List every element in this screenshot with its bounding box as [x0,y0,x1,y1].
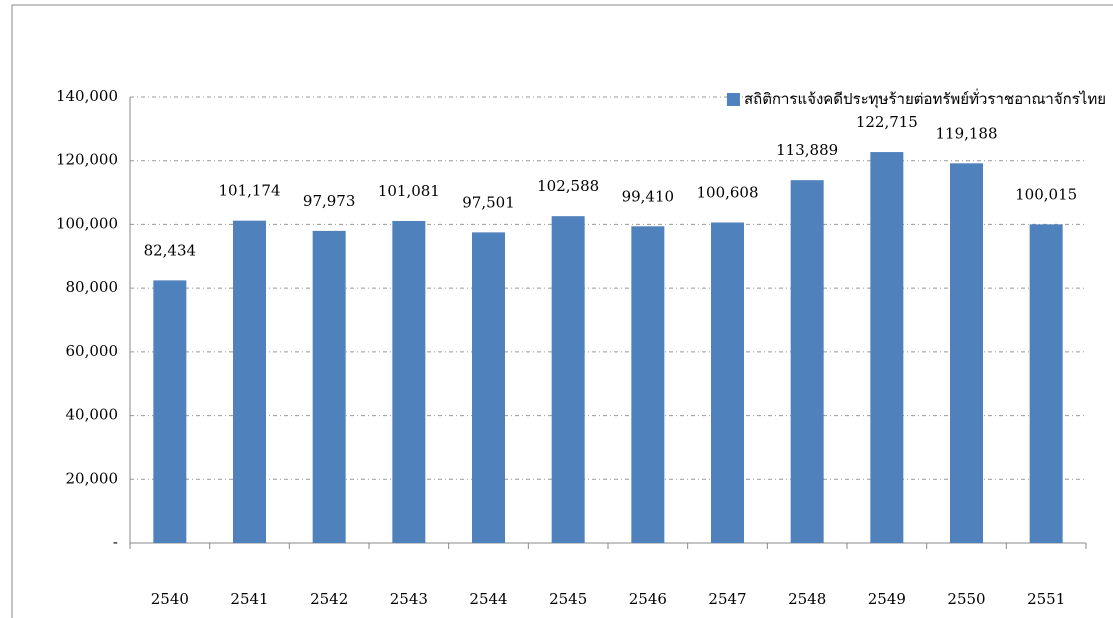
x-tick-label: 2549 [868,590,906,608]
x-tick-label: 2547 [708,590,746,608]
data-label: 101,081 [378,182,440,200]
x-tick-label: 2545 [549,590,587,608]
data-label: 82,434 [144,241,197,259]
y-tick-label: 100,000 [56,214,118,232]
data-label: 97,501 [462,193,515,211]
bar [472,232,505,543]
frame [11,4,1113,618]
data-label: 100,015 [1015,185,1077,203]
x-tick-label: 2550 [947,590,985,608]
bar [312,230,346,543]
y-tick-label: 60,000 [66,342,119,360]
x-tick-label: 2548 [788,590,826,608]
y-tick-label: 120,000 [56,151,118,169]
bar [631,226,665,543]
x-tick-label: 2540 [151,590,189,608]
data-label: 113,889 [776,141,838,159]
y-tick-label: 20,000 [66,469,119,487]
data-label: 119,188 [935,124,997,142]
y-tick-label: - [113,533,118,551]
data-label: 122,715 [856,113,918,131]
bar [711,222,744,544]
x-tick-label: 2551 [1027,590,1065,608]
x-tick-label: 2542 [310,590,348,608]
x-tick-label: 2541 [230,590,268,608]
data-label: 100,608 [696,183,758,201]
data-label: 99,410 [622,187,675,205]
y-tick-label: 80,000 [66,278,119,296]
legend-swatch [726,93,740,106]
bar [1029,224,1063,543]
x-tick-label: 2544 [469,590,507,608]
bar [392,220,426,544]
data-label: 102,588 [537,177,599,195]
y-tick-label: 40,000 [66,406,119,424]
data-label: 97,973 [303,192,356,210]
bar [950,163,983,543]
x-tick-label: 2543 [390,590,428,608]
bar [153,280,187,543]
legend-label: สถิติการแจ้งคดีประทุษร้ายต่อทรัพย์ทั่วรา… [744,88,1106,109]
x-tick-label: 2546 [629,590,667,608]
bar [870,152,904,544]
bar [233,220,266,543]
data-label: 101,174 [218,182,280,200]
y-tick-label: 140,000 [56,87,118,105]
bar [790,180,824,543]
bar [551,216,585,543]
